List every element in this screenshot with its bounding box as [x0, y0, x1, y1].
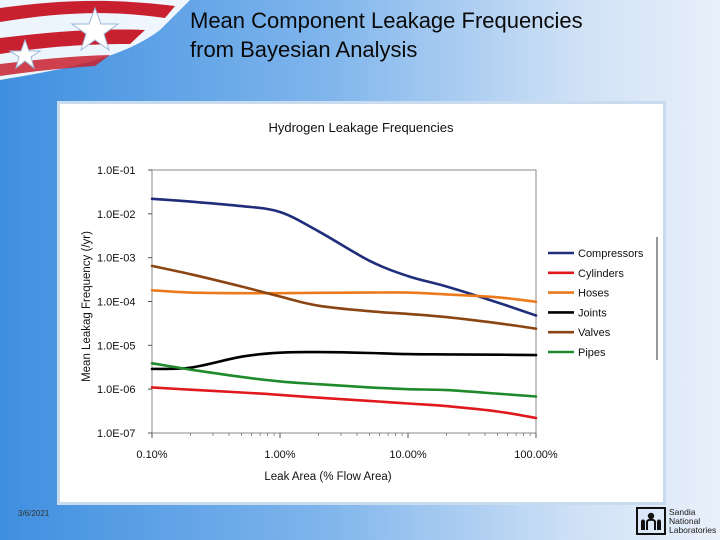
- flag-decoration: [0, 0, 190, 80]
- x-tick-label: 10.00%: [389, 449, 427, 461]
- y-tick-label: 1.0E-05: [97, 340, 136, 352]
- logo-line-1: Sandia: [669, 507, 696, 517]
- y-tick-label: 1.0E-06: [97, 384, 136, 396]
- x-tick-label: 0.10%: [136, 449, 167, 461]
- legend-label-hoses: Hoses: [578, 288, 610, 300]
- series-line-hoses: [150, 289, 538, 304]
- legend-label-pipes: Pipes: [578, 347, 606, 359]
- legend-label-joints: Joints: [578, 307, 607, 319]
- x-tick-label: 100.00%: [514, 449, 558, 461]
- chart-svg: Hydrogen Leakage Frequencies 1.0E-01 1.0E-…: [81, 120, 658, 483]
- y-axis-label: Mean Leakag Frequency (/yr): [81, 231, 93, 382]
- slide-title: Mean Component Leakage Frequencies from …: [190, 8, 583, 62]
- legend-label-cylinders: Cylinders: [578, 268, 624, 280]
- logo-line-2: National: [669, 516, 700, 526]
- y-tick-label: 1.0E-04: [97, 297, 136, 309]
- series-line-joints: [150, 350, 538, 371]
- series-line-valves: [150, 264, 538, 330]
- x-axis-label: Leak Area (% Flow Area): [264, 471, 391, 483]
- series-line-compressors: [150, 197, 538, 317]
- y-tick-label: 1.0E-03: [97, 253, 136, 265]
- x-tick-label: 1.00%: [264, 449, 295, 461]
- y-tick-label: 1.0E-02: [97, 209, 136, 221]
- logo-line-3: Laboratories: [669, 525, 716, 535]
- series-line-cylinders: [150, 386, 538, 420]
- legend-label-compressors: Compressors: [578, 248, 644, 260]
- legend-label-valves: Valves: [578, 327, 611, 339]
- chart-title: Hydrogen Leakage Frequencies: [268, 120, 454, 135]
- series-line-pipes: [150, 362, 538, 398]
- chart-frame: Hydrogen Leakage Frequencies 1.0E-01 1.0E-…: [60, 104, 663, 502]
- sandia-logo: Sandia National Laboratories: [636, 507, 716, 535]
- footer-date: 3/6/2021: [18, 509, 50, 518]
- y-tick-label: 1.0E-07: [97, 428, 136, 440]
- y-tick-label: 1.0E-01: [97, 165, 136, 177]
